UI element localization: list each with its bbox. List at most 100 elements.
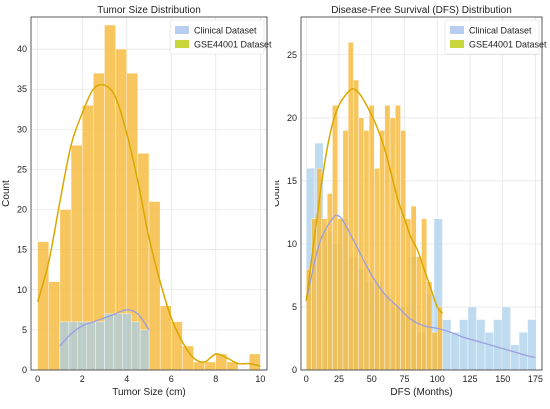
bar-gse [342, 130, 349, 371]
chart-title: Disease-Free Survival (DFS) Distribution [331, 5, 512, 16]
bar-clinical [459, 319, 469, 371]
x-tick-label: 0 [304, 374, 309, 384]
bar-gse [193, 361, 205, 371]
bar-gse [374, 168, 380, 371]
x-tick-label: 2 [80, 374, 85, 384]
x-tick-label: 100 [430, 374, 445, 384]
bar-gse [410, 205, 417, 371]
bar-gse [48, 281, 61, 371]
bar-gse [148, 201, 161, 371]
bar-gse [379, 130, 386, 371]
dfs-chart: 0 25 50 75 100 125 150 175 0 5 10 15 20 25 Disease-Fre… [275, 0, 550, 409]
bar-gse [337, 218, 344, 371]
bar-clinical [59, 321, 70, 371]
bar-gse [421, 218, 427, 371]
bar-clinical [139, 329, 150, 371]
legend-box [444, 19, 540, 55]
bar-clinical [77, 321, 87, 371]
y-tick-label: 25 [287, 50, 297, 60]
bar-gse [400, 130, 406, 371]
x-tick-label: 4 [124, 374, 129, 384]
dfs-chart-svg: 0 25 50 75 100 125 150 175 0 5 10 15 20 25 Disease-Fre… [275, 5, 547, 398]
legend-label-gse: GSE44001 Dataset [469, 40, 547, 50]
bar-gse [321, 218, 328, 371]
bar-clinical [442, 319, 452, 371]
bar-gse [395, 105, 401, 371]
kde-line-gse [305, 88, 444, 314]
bar-gse [358, 117, 365, 371]
x-tick-label: 25 [334, 374, 344, 384]
legend-swatch-clinical [450, 26, 464, 34]
kde-line-clinical [305, 214, 536, 359]
bar-clinical [122, 313, 132, 371]
x-tick-label: 6 [169, 374, 174, 384]
legend-label-gse: GSE44001 Dataset [194, 40, 272, 50]
bar-gse [37, 241, 50, 371]
x-tick-label: 125 [462, 374, 477, 384]
legend-label-clinical: Clinical Dataset [194, 26, 257, 36]
bar-clinical [450, 331, 460, 371]
bar-gse [426, 281, 433, 371]
kde-line-gse [36, 83, 261, 367]
bar-clinical [113, 313, 123, 371]
y-tick-label: 20 [17, 205, 27, 215]
bar-gse [405, 218, 412, 371]
y-tick-label: 25 [17, 164, 27, 174]
bar-gse [182, 345, 194, 371]
bar-clinical [501, 306, 511, 371]
y-tick-label: 35 [17, 84, 27, 94]
bar-gse [159, 305, 172, 371]
bar-gse [416, 256, 422, 371]
plot-frame [300, 16, 543, 371]
y-tick-label: 5 [292, 302, 297, 312]
y-tick-label: 20 [287, 113, 297, 123]
bar-clinical [527, 319, 537, 371]
y-tick-label: 15 [17, 245, 27, 255]
y-axis-label: Count [1, 180, 12, 207]
x-tick-label: 75 [399, 374, 409, 384]
tumor-size-chart-svg: 0 2 4 6 8 10 0 5 10 15 20 25 30 35 40 Tumor Size Distri… [1, 5, 272, 398]
bar-gse [431, 331, 438, 371]
bar-clinical [86, 321, 96, 371]
kde-line-clinical [59, 309, 150, 347]
bar-gse [389, 117, 396, 371]
chart-title: Tumor Size Distribution [97, 5, 201, 16]
bar-clinical [493, 319, 503, 371]
bar-gse [171, 321, 183, 371]
legend-swatch-gse [175, 40, 189, 48]
bar-gse [368, 105, 375, 371]
x-tick-label: 150 [495, 374, 510, 384]
bar-gse [384, 105, 391, 371]
y-tick-label: 0 [292, 365, 297, 375]
bar-clinical [104, 313, 114, 371]
y-tick-label: 10 [17, 285, 27, 295]
bar-clinical [476, 319, 486, 371]
x-axis-label: Tumor Size (cm) [112, 387, 186, 398]
plot-frame [30, 16, 268, 371]
bar-clinical [518, 331, 528, 371]
x-tick-label: 0 [35, 374, 40, 384]
y-tick-label: 15 [287, 176, 297, 186]
y-tick-label: 0 [22, 365, 27, 375]
bar-gse [363, 130, 370, 371]
legend-swatch-clinical [175, 26, 189, 34]
bar-gse [353, 79, 359, 371]
bar-clinical [95, 321, 105, 371]
bar-gse [437, 306, 443, 371]
tumor-size-chart: 0 2 4 6 8 10 0 5 10 15 20 25 30 35 40 Tumor Size Distri… [1, 5, 272, 398]
x-tick-label: 175 [528, 374, 543, 384]
bar-clinical [484, 331, 494, 371]
bar-clinical [130, 321, 141, 371]
legend-label-clinical: Clinical Dataset [469, 26, 532, 36]
x-tick-label: 50 [367, 374, 377, 384]
y-tick-label: 40 [17, 44, 27, 54]
legend-swatch-gse [450, 40, 464, 48]
y-tick-label: 30 [17, 124, 27, 134]
y-tick-label: 5 [22, 325, 27, 335]
x-tick-label: 8 [213, 374, 218, 384]
legend-box [169, 19, 265, 55]
bar-clinical [510, 344, 520, 371]
y-axis-label: Count [275, 180, 282, 207]
x-axis-label: DFS (Months) [390, 387, 452, 398]
bar-gse [332, 105, 338, 371]
